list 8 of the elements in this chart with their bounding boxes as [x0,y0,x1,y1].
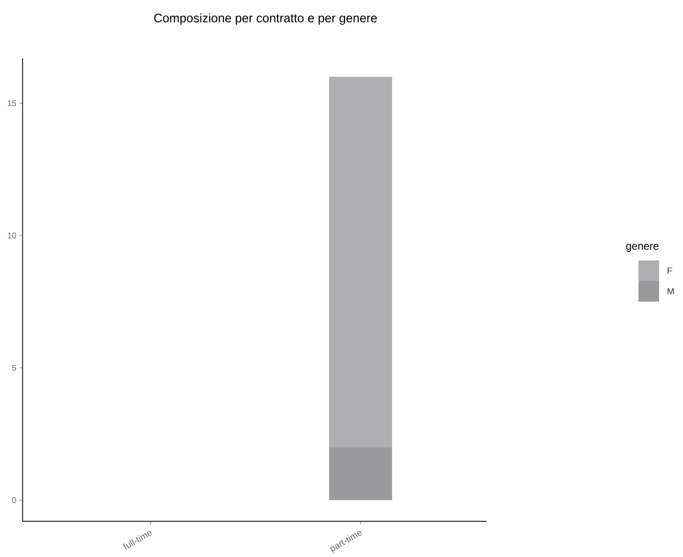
legend-title: genere [626,244,658,252]
y-tick-label: 15 [8,100,16,106]
legend-label: M [668,288,674,294]
legend-label: F [668,267,672,274]
y-tick-label: 10 [8,232,16,238]
y-tick-label: 0 [12,497,16,503]
y-tick-label: 5 [12,364,16,370]
chart-title: Composizione per contratto e per genere [154,13,377,25]
